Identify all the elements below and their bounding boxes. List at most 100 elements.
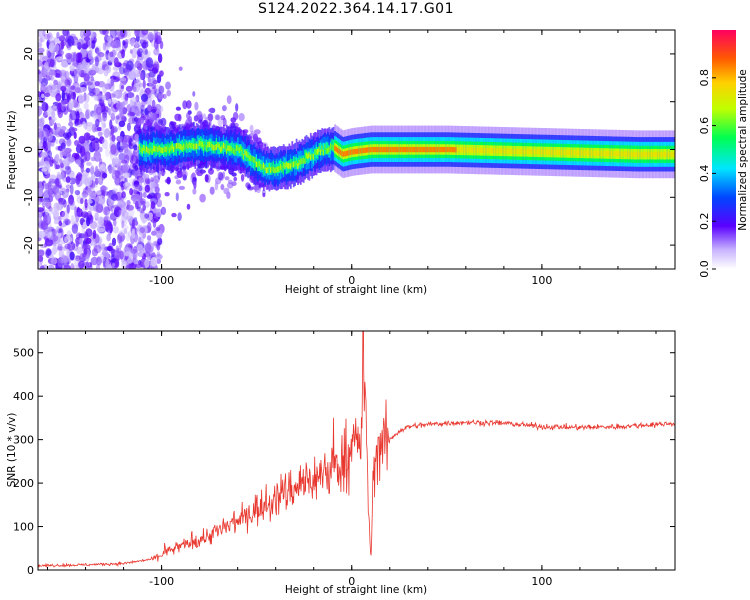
heatmap-cell [109, 107, 116, 118]
heatmap-cell [174, 113, 181, 122]
heatmap-cell [57, 243, 63, 251]
heatmap-cell [69, 65, 76, 72]
heatmap-cell [147, 77, 151, 83]
heatmap-cell [108, 166, 115, 174]
x-tick-label: 100 [531, 575, 552, 588]
heatmap-cell [54, 126, 62, 138]
heatmap-cell [93, 214, 99, 219]
heatmap-cell [96, 256, 102, 266]
heatmap-cell [43, 214, 48, 226]
heatmap-cell [38, 207, 44, 212]
heatmap-cell [107, 35, 112, 43]
heatmap-cell [125, 60, 134, 71]
heatmap-cell [84, 150, 91, 162]
heatmap-cell [74, 140, 80, 146]
heatmap-cell [90, 165, 95, 176]
colorbar-tick-label: 0.8 [698, 69, 711, 87]
heatmap-cell [134, 30, 140, 37]
heatmap-cell [60, 40, 65, 50]
colorbar-tick-label: 0.0 [698, 260, 711, 278]
heatmap-cell [63, 153, 71, 158]
heatmap-cell [60, 125, 67, 132]
heatmap-cell [54, 154, 60, 166]
heatmap-cell [85, 261, 90, 269]
heatmap-cell [47, 240, 54, 246]
heatmap-cell [78, 111, 84, 119]
heatmap-cell [121, 205, 127, 213]
heatmap-cell [136, 62, 143, 71]
heatmap-cell [141, 225, 148, 235]
heatmap-cell [111, 134, 116, 142]
heatmap-cell [50, 118, 55, 124]
heatmap-cell [55, 164, 60, 170]
heatmap-cell [38, 30, 45, 38]
heatmap-cell [175, 179, 182, 185]
heatmap-cell [192, 91, 196, 97]
heatmap-cell [55, 225, 60, 233]
heatmap-cell [151, 67, 159, 74]
heatmap-cell [41, 101, 48, 112]
heatmap-cell [106, 245, 113, 252]
heatmap-cell [42, 140, 47, 149]
heatmap-cell [128, 116, 136, 125]
heatmap-cell [86, 199, 93, 204]
heatmap-cell [52, 104, 56, 111]
heatmap-cell [108, 163, 113, 174]
heatmap-cell [134, 263, 143, 268]
heatmap-cell [39, 50, 44, 61]
heatmap-cell [155, 253, 163, 260]
heatmap-cell [41, 201, 47, 208]
heatmap-cell [66, 170, 75, 179]
heatmap-cell [134, 41, 139, 48]
heatmap-cell [118, 230, 126, 237]
heatmap-cell [118, 152, 126, 161]
heatmap-cell [133, 144, 138, 151]
heatmap-cell [83, 93, 90, 104]
heatmap-cell [105, 222, 110, 232]
heatmap-cell [122, 99, 128, 105]
heatmap-cell [60, 254, 68, 264]
heatmap-cell [124, 144, 129, 154]
heatmap-cell [154, 32, 158, 43]
heatmap-cell [85, 254, 90, 262]
heatmap-cell [52, 228, 57, 237]
snr-series-line [38, 331, 675, 568]
heatmap-cell [150, 256, 158, 267]
heatmap-cell [84, 108, 91, 120]
heatmap-cell [40, 121, 44, 131]
heatmap-cell [90, 175, 96, 180]
heatmap-cell [38, 47, 45, 54]
heatmap-cell [102, 112, 108, 122]
heatmap-cell [57, 231, 62, 238]
heatmap-cell [120, 85, 124, 90]
heatmap-cell [134, 133, 140, 142]
heatmap-cell [39, 265, 45, 269]
heatmap-cell [65, 166, 70, 171]
heatmap-cell [72, 61, 78, 67]
heatmap-cell [125, 85, 133, 92]
heatmap-cell [114, 170, 121, 179]
snr-y-axis-label: SNR (10 * v/v) [6, 413, 18, 488]
heatmap-cell [71, 127, 78, 132]
heatmap-cell [42, 197, 51, 203]
heatmap-cell [217, 118, 223, 127]
heatmap-cell [110, 112, 116, 121]
heatmap-cell [52, 246, 57, 255]
heatmap-cell [89, 167, 95, 175]
heatmap-cell [97, 131, 103, 137]
heatmap-cell [64, 218, 69, 226]
heatmap-cell [231, 181, 237, 186]
heatmap-cell [129, 99, 134, 108]
heatmap-cell [94, 56, 99, 67]
heatmap-cell [95, 118, 100, 128]
heatmap-cell [55, 93, 62, 102]
heatmap-cell [101, 172, 108, 179]
heatmap-cell [99, 186, 108, 191]
heatmap-cell [146, 235, 152, 241]
heatmap-cell [214, 181, 219, 191]
heatmap-cell [45, 85, 54, 94]
heatmap-cell [53, 122, 57, 131]
heatmap-cell [79, 30, 85, 38]
heatmap-cell [146, 72, 151, 79]
heatmap-cell [66, 30, 71, 37]
